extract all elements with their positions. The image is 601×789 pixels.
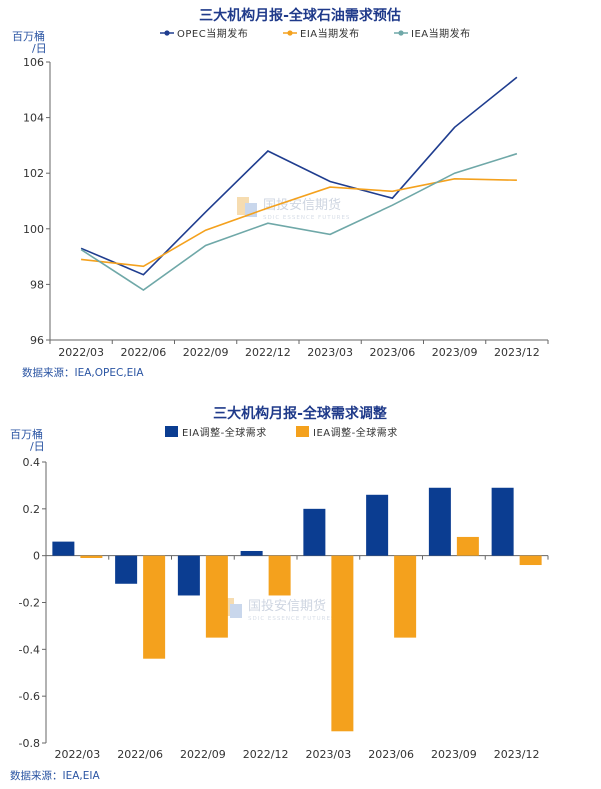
x-tick-label: 2023/06 bbox=[370, 346, 416, 359]
series-line bbox=[81, 177, 517, 268]
bar bbox=[52, 541, 75, 556]
legend-item: EIA调整-全球需求 bbox=[165, 426, 267, 439]
legend-item: IEA当期发布 bbox=[394, 27, 471, 40]
watermark: 国投安信期货 SDIC ESSENCE FUTURES bbox=[222, 598, 335, 622]
y-tick-label: 96 bbox=[30, 334, 44, 347]
x-tick-label: 2023/12 bbox=[494, 346, 540, 359]
x-tick-label: 2023/03 bbox=[306, 748, 352, 761]
y-tick-label: 100 bbox=[23, 223, 44, 236]
y-axis-unit-label: 百万桶 bbox=[12, 29, 45, 43]
x-tick-label: 2023/03 bbox=[307, 346, 353, 359]
bar bbox=[491, 487, 514, 556]
bar bbox=[205, 555, 228, 638]
oil-demand-estimate-chart: 三大机构月报-全球石油需求预估百万桶/日 OPEC当期发布 EIA当期发布 IEA当期… bbox=[0, 0, 601, 390]
bar bbox=[240, 550, 263, 556]
y-axis-unit-label: 百万桶 bbox=[10, 427, 43, 441]
legend-item: OPEC当期发布 bbox=[160, 27, 248, 40]
bar bbox=[303, 508, 326, 556]
x-tick-label: 2022/12 bbox=[243, 748, 289, 761]
y-tick-label: -0.4 bbox=[19, 643, 40, 656]
legend-label: OPEC当期发布 bbox=[177, 27, 248, 40]
bar bbox=[80, 555, 103, 559]
x-tick-label: 2023/06 bbox=[368, 748, 414, 761]
watermark-logo-icon bbox=[230, 604, 242, 618]
legend-marker bbox=[398, 30, 404, 36]
y-axis-unit-label: /日 bbox=[32, 42, 47, 55]
demand-adjustment-chart: 三大机构月报-全球需求调整百万桶/日 EIA调整-全球需求 IEA调整-全球需求 0.… bbox=[0, 398, 601, 785]
y-tick-label: -0.8 bbox=[19, 737, 40, 750]
y-tick-label: 104 bbox=[23, 112, 44, 125]
legend-marker bbox=[164, 30, 170, 36]
watermark-subtext: SDIC ESSENCE FUTURES bbox=[248, 616, 335, 622]
chart-title: 三大机构月报-全球石油需求预估 bbox=[199, 7, 401, 24]
series-line bbox=[80, 76, 518, 276]
data-source-note: 数据来源：IEA,OPEC,EIA bbox=[22, 366, 144, 379]
watermark: 国投安信期货 SDIC ESSENCE FUTURES bbox=[237, 197, 350, 221]
watermark-text: 国投安信期货 bbox=[263, 197, 341, 213]
legend-item: IEA调整-全球需求 bbox=[296, 426, 398, 439]
y-tick-label: -0.2 bbox=[19, 597, 40, 610]
bar bbox=[366, 494, 389, 556]
legend-label: IEA当期发布 bbox=[411, 27, 471, 40]
x-tick-label: 2022/03 bbox=[58, 346, 104, 359]
y-tick-label: 0 bbox=[33, 550, 40, 563]
y-tick-label: 98 bbox=[30, 278, 44, 291]
legend-label: EIA调整-全球需求 bbox=[182, 426, 267, 439]
x-tick-label: 2022/06 bbox=[117, 748, 163, 761]
y-tick-label: 102 bbox=[23, 167, 44, 180]
y-tick-label: -0.6 bbox=[19, 690, 40, 703]
watermark-subtext: SDIC ESSENCE FUTURES bbox=[263, 215, 350, 221]
x-tick-label: 2022/12 bbox=[245, 346, 291, 359]
series-line bbox=[80, 152, 518, 291]
bar bbox=[456, 536, 479, 556]
x-tick-label: 2023/09 bbox=[432, 346, 478, 359]
x-tick-label: 2022/03 bbox=[55, 748, 101, 761]
bar bbox=[177, 555, 200, 596]
x-tick-label: 2023/09 bbox=[431, 748, 477, 761]
y-tick-label: 0.2 bbox=[23, 503, 41, 516]
x-tick-label: 2023/12 bbox=[494, 748, 540, 761]
x-tick-label: 2022/09 bbox=[183, 346, 229, 359]
bar bbox=[268, 555, 291, 596]
bar bbox=[331, 555, 354, 732]
legend-label: IEA调整-全球需求 bbox=[313, 426, 398, 439]
legend-marker bbox=[287, 30, 293, 36]
legend-item: EIA当期发布 bbox=[283, 27, 360, 40]
bar bbox=[143, 555, 166, 659]
data-source-note: 数据来源：IEA,EIA bbox=[10, 769, 100, 782]
legend-swatch bbox=[165, 426, 178, 437]
x-tick-label: 2022/09 bbox=[180, 748, 226, 761]
y-tick-label: 106 bbox=[23, 56, 44, 69]
legend-swatch bbox=[296, 426, 309, 437]
bar bbox=[115, 555, 138, 584]
x-tick-label: 2022/06 bbox=[121, 346, 167, 359]
watermark-text: 国投安信期货 bbox=[248, 598, 326, 614]
bar bbox=[394, 555, 417, 638]
bar bbox=[428, 487, 451, 556]
y-tick-label: 0.4 bbox=[23, 456, 41, 469]
chart-title: 三大机构月报-全球需求调整 bbox=[213, 405, 388, 422]
legend-label: EIA当期发布 bbox=[300, 27, 360, 40]
y-axis-unit-label: /日 bbox=[30, 440, 45, 453]
bar bbox=[519, 555, 542, 566]
